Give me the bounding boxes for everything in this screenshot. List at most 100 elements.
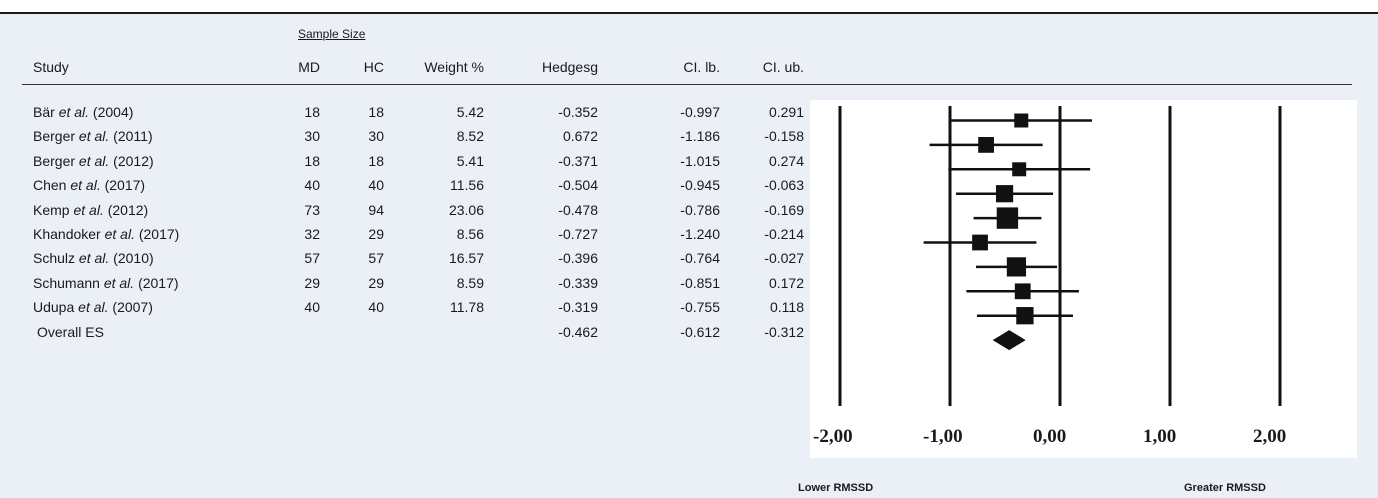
study-author: Khandoker [33,226,105,242]
top-rule [0,0,1378,14]
study-et-al: et al. [103,274,135,291]
x-tick-label: 0,00 [1033,426,1067,447]
study-name-cell: Berger et al. (2012) [33,153,154,170]
weight-cell: 5.42 [456,104,484,120]
study-name-cell: Berger et al. (2011) [33,128,153,145]
effect-size-marker [1014,113,1029,128]
study-author: Udupa [33,299,79,316]
hc-cell: 18 [368,152,384,169]
ci-lb-cell: -0.851 [680,274,720,291]
study-name-cell: Bär et al. (2004) [33,104,133,121]
effect-size-marker [978,137,994,153]
hc-cell: 94 [368,201,384,218]
weight-cell: 8.56 [456,226,484,242]
ci-lb-cell: -1.015 [680,152,720,169]
study-year: (2012) [109,152,154,169]
hedges-g-cell: 0.672 [562,128,598,145]
study-et-al: et al. [104,226,135,242]
study-column-header: Study [33,59,69,75]
study-author: Chen [33,177,71,194]
forest-plot-area [838,106,1282,406]
x-tick-label: 1,00 [1143,426,1177,447]
study-year: (2017) [134,226,180,242]
md-cell: 40 [304,299,320,316]
x-tick-label: -2,00 [813,426,853,447]
ci-lb-cell: -0.786 [680,201,720,218]
overall-effect-diamond [992,330,1026,351]
study-year: (2017) [100,177,146,194]
ci-ub-cell: -0.158 [764,128,804,145]
study-year: (2004) [89,104,134,120]
study-author: Bär [33,104,59,120]
md-column-header: MD [298,59,320,75]
study-et-al: et al. [78,128,110,145]
study-et-al: et al. [73,201,104,218]
x-tick-label: -1,00 [923,426,963,447]
weight-cell: 5.41 [456,152,484,169]
study-name-cell: Schulz et al. (2010) [33,250,154,267]
ci-ub-column-header: CI. ub. [762,59,804,75]
study-author: Berger [33,152,79,169]
study-name-cell: Udupa et al. (2007) [33,299,153,316]
md-cell: 73 [304,201,320,218]
hedges-g-cell: -0.478 [558,201,598,218]
hc-cell: 29 [368,274,384,291]
effect-size-marker [1016,307,1034,325]
study-author: Berger [33,128,79,145]
hedges-g-cell: -0.396 [558,250,598,267]
header-rule [22,84,1352,85]
ci-ub-cell: 0.172 [768,274,804,291]
ci-lb-cell: -1.240 [680,226,720,242]
study-et-al: et al. [78,299,109,316]
lower-rmssd-label: Lower RMSSD [798,482,874,494]
study-et-al: et al. [78,152,110,169]
md-cell: 30 [304,128,320,145]
study-year: (2017) [134,274,179,291]
weight-cell: 11.78 [450,299,484,316]
hc-cell: 18 [368,104,384,120]
weight-cell: 16.57 [448,250,484,267]
effect-size-marker [1012,162,1027,177]
ci-lb-cell: -0.764 [680,250,720,267]
md-cell: 29 [304,274,320,291]
overall-ci-lb-cell: -0.612 [680,323,720,340]
study-year: (2007) [108,299,153,316]
effect-size-marker [1014,283,1031,300]
ci-ub-cell: -0.027 [764,250,804,267]
study-et-al: et al. [70,177,101,194]
study-name-cell: Chen et al. (2017) [33,177,145,194]
study-author: Schumann [33,274,104,291]
study-name-cell: Schumann et al. (2017) [33,275,179,292]
hedges-g-cell: -0.339 [558,274,598,291]
md-cell: 40 [304,177,320,194]
ci-ub-cell: 0.291 [768,104,804,120]
hedges-g-cell: -0.504 [558,177,598,194]
hc-cell: 29 [368,226,384,242]
ci-lb-cell: -0.755 [680,299,720,316]
md-cell: 32 [304,226,320,242]
study-year: (2011) [109,128,153,145]
study-et-al: et al. [58,104,90,120]
study-name-cell: Kemp et al. (2012) [33,202,148,219]
study-et-al: et al. [78,250,110,267]
hedges-g-cell: -0.727 [558,226,598,242]
study-name-cell: Khandoker et al. (2017) [33,226,179,243]
ci-lb-cell: -1.186 [680,128,720,145]
overall-ci-ub-cell: -0.312 [764,323,804,340]
weight-cell: 8.52 [456,128,484,145]
ci-ub-cell: -0.169 [764,201,804,218]
effect-size-marker [972,234,988,251]
hc-column-header: HC [363,59,384,75]
hedges-column-header: Hedgesg [541,59,598,75]
plot-panel [810,100,1357,458]
ci-ub-cell: -0.063 [764,177,804,194]
md-cell: 57 [304,250,320,267]
ci-ub-cell: -0.214 [764,226,804,242]
effect-size-marker [1006,257,1027,277]
study-year: (2010) [109,250,154,267]
hedges-g-cell: -0.371 [558,152,598,169]
effect-size-marker [995,185,1014,203]
weight-column-header: Weight % [424,59,484,75]
hc-cell: 40 [368,299,384,316]
weight-cell: 11.56 [450,177,484,194]
